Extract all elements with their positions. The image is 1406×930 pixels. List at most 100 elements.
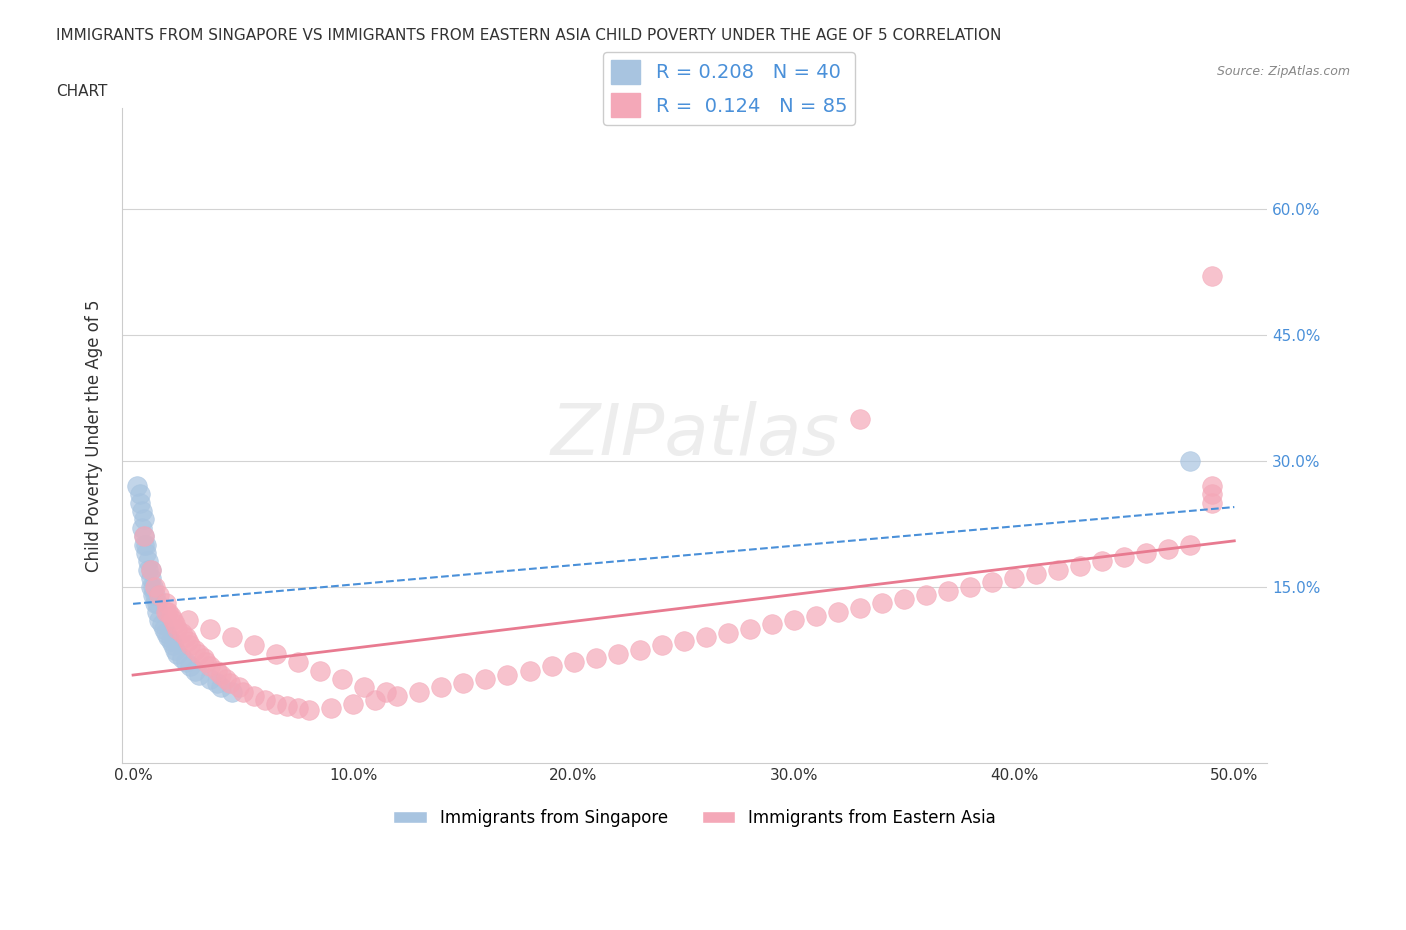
Point xyxy=(170,625,193,640)
Point xyxy=(321,701,343,716)
Point xyxy=(849,411,872,426)
Point xyxy=(870,596,893,611)
Point xyxy=(159,608,181,623)
Point xyxy=(205,676,228,691)
Point xyxy=(309,663,332,678)
Point xyxy=(128,496,150,511)
Point xyxy=(1114,550,1136,565)
Point xyxy=(453,676,475,691)
Point xyxy=(893,591,915,606)
Point xyxy=(264,697,287,711)
Point xyxy=(1025,566,1047,581)
Point xyxy=(143,596,166,611)
Point xyxy=(179,659,201,674)
Point xyxy=(132,529,155,544)
Point xyxy=(170,651,193,666)
Point xyxy=(408,684,430,699)
Point xyxy=(330,671,353,686)
Point xyxy=(287,701,309,716)
Point xyxy=(1135,546,1157,561)
Point xyxy=(430,680,453,695)
Point xyxy=(155,625,177,640)
Point xyxy=(157,604,180,619)
Point xyxy=(1201,478,1223,493)
Point xyxy=(157,630,180,644)
Point xyxy=(717,625,740,640)
Point xyxy=(198,659,221,674)
Point xyxy=(163,643,186,658)
Point xyxy=(959,579,981,594)
Point xyxy=(1180,538,1202,552)
Point xyxy=(155,596,177,611)
Point xyxy=(166,646,188,661)
Point xyxy=(184,663,207,678)
Point xyxy=(695,630,717,644)
Point xyxy=(1201,486,1223,501)
Point xyxy=(243,638,266,653)
Point xyxy=(174,630,197,644)
Point xyxy=(264,646,287,661)
Point xyxy=(232,684,254,699)
Point xyxy=(672,634,695,649)
Point xyxy=(198,671,221,686)
Point xyxy=(496,668,519,683)
Point xyxy=(128,486,150,501)
Text: ZIPatlas: ZIPatlas xyxy=(550,401,839,470)
Point xyxy=(1069,558,1091,573)
Point xyxy=(193,651,215,666)
Point xyxy=(138,563,160,578)
Y-axis label: Child Poverty Under the Age of 5: Child Poverty Under the Age of 5 xyxy=(86,299,103,572)
Point xyxy=(179,638,201,653)
Point xyxy=(342,697,364,711)
Point xyxy=(214,671,236,686)
Point xyxy=(143,579,166,594)
Point xyxy=(219,676,242,691)
Point xyxy=(131,504,153,519)
Point xyxy=(155,604,177,619)
Point xyxy=(287,655,309,670)
Point xyxy=(209,680,232,695)
Point xyxy=(135,538,157,552)
Point xyxy=(188,646,211,661)
Point xyxy=(606,646,628,661)
Point xyxy=(131,521,153,536)
Text: IMMIGRANTS FROM SINGAPORE VS IMMIGRANTS FROM EASTERN ASIA CHILD POVERTY UNDER TH: IMMIGRANTS FROM SINGAPORE VS IMMIGRANTS … xyxy=(56,28,1001,43)
Point xyxy=(177,613,200,628)
Point xyxy=(184,643,207,658)
Point xyxy=(166,621,188,636)
Point xyxy=(221,630,243,644)
Point xyxy=(254,693,277,708)
Point xyxy=(1157,541,1180,556)
Point xyxy=(375,684,398,699)
Point xyxy=(139,563,162,578)
Point xyxy=(174,655,197,670)
Point xyxy=(132,538,155,552)
Point xyxy=(150,617,173,631)
Point xyxy=(387,688,409,703)
Point xyxy=(761,617,783,631)
Point xyxy=(936,583,959,598)
Point xyxy=(163,617,186,631)
Point xyxy=(221,684,243,699)
Point xyxy=(364,693,387,708)
Point xyxy=(1091,554,1114,569)
Point xyxy=(162,638,184,653)
Point xyxy=(142,588,165,603)
Point xyxy=(148,613,170,628)
Point xyxy=(159,634,181,649)
Point xyxy=(562,655,585,670)
Text: Source: ZipAtlas.com: Source: ZipAtlas.com xyxy=(1216,65,1350,78)
Point xyxy=(153,621,176,636)
Point xyxy=(849,600,872,615)
Point xyxy=(188,668,211,683)
Point xyxy=(243,688,266,703)
Point xyxy=(915,588,938,603)
Point xyxy=(142,579,165,594)
Point xyxy=(783,613,806,628)
Point xyxy=(132,529,155,544)
Point xyxy=(139,579,162,594)
Point xyxy=(198,621,221,636)
Point xyxy=(519,663,541,678)
Point xyxy=(132,512,155,527)
Point xyxy=(1002,571,1025,586)
